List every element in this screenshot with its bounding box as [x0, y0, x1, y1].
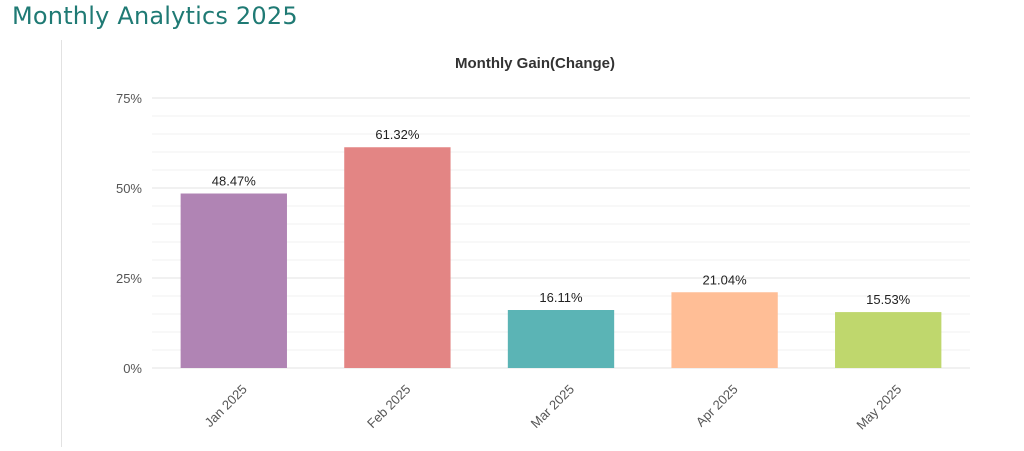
x-tick-label: Feb 2025: [364, 382, 413, 431]
bar-value-label: 61.32%: [375, 127, 420, 142]
bar: [671, 292, 778, 368]
bar-value-label: 21.04%: [703, 272, 748, 287]
bar: [180, 193, 287, 368]
x-tick-label: Mar 2025: [528, 382, 577, 431]
x-tick-label: May 2025: [853, 382, 904, 433]
y-tick-label: 0%: [123, 361, 142, 376]
bar-value-label: 48.47%: [212, 174, 257, 189]
bars: [180, 147, 942, 368]
bar: [835, 312, 942, 368]
section-divider: [61, 40, 62, 447]
bar-value-label: 15.53%: [866, 292, 911, 307]
y-tick-label: 75%: [116, 91, 142, 106]
x-axis-ticks: Jan 2025 Feb 2025 Mar 2025 Apr 2025 May 2025: [201, 382, 904, 433]
bar-value-label: 16.11%: [539, 290, 583, 305]
chart-title: Monthly Gain(Change): [455, 55, 615, 72]
x-tick-label: Apr 2025: [693, 382, 741, 430]
grid-lines: [152, 97, 970, 369]
y-tick-label: 50%: [116, 181, 142, 196]
data-labels: 48.47% 61.32% 16.11% 21.04% 15.53%: [212, 127, 911, 307]
bar: [344, 147, 451, 368]
x-tick-label: Jan 2025: [201, 382, 249, 430]
y-tick-label: 25%: [116, 271, 142, 286]
page-title: Monthly Analytics 2025: [12, 2, 298, 30]
bar: [507, 310, 615, 368]
y-axis-ticks: 0% 25% 50% 75%: [116, 91, 142, 376]
